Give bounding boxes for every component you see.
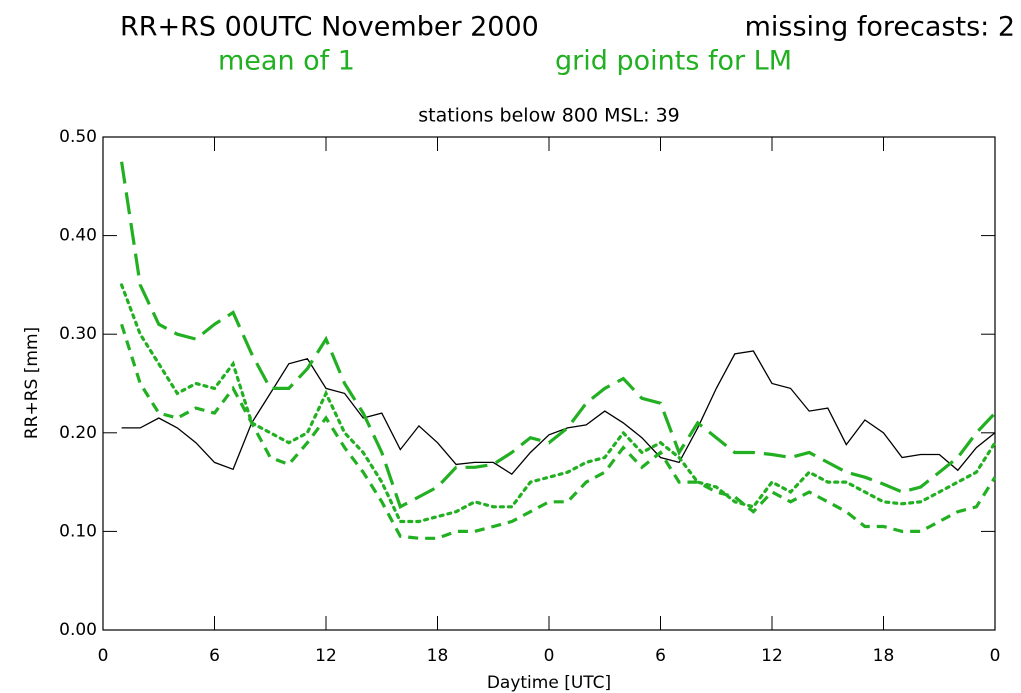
series-line: [121, 350, 996, 476]
x-tick-label: 0: [990, 646, 1001, 666]
mean-of: mean of 1: [218, 46, 355, 77]
x-tick-label: 6: [655, 646, 666, 666]
y-tick-label: 0.30: [59, 324, 97, 344]
series-line: [120, 323, 997, 540]
grid-points: grid points for LM: [555, 46, 792, 77]
y-tick-label: 0.50: [59, 127, 97, 147]
x-tick-label: 6: [209, 646, 220, 666]
x-tick-label: 0: [544, 646, 555, 666]
x-tick-label: 0: [98, 646, 109, 666]
x-tick-label: 12: [761, 646, 783, 666]
subtitle: stations below 800 MSL: 39: [418, 105, 680, 127]
y-tick-label: 0.00: [59, 620, 97, 640]
missing-forecasts: missing forecasts: 2: [745, 12, 1015, 43]
series-line: [119, 283, 997, 524]
plot-frame: [102, 136, 996, 631]
series-line: [120, 161, 997, 510]
x-tick-label: 18: [427, 646, 449, 666]
x-axis-label: Daytime [UTC]: [487, 673, 611, 693]
y-tick-label: 0.40: [59, 226, 97, 246]
x-tick-label: 12: [315, 646, 337, 666]
y-tick-label: 0.10: [59, 521, 97, 541]
y-tick-label: 0.20: [59, 423, 97, 443]
chart-title: RR+RS 00UTC November 2000: [120, 12, 539, 43]
y-axis-label: RR+RS [mm]: [22, 327, 42, 439]
x-tick-label: 18: [873, 646, 895, 666]
